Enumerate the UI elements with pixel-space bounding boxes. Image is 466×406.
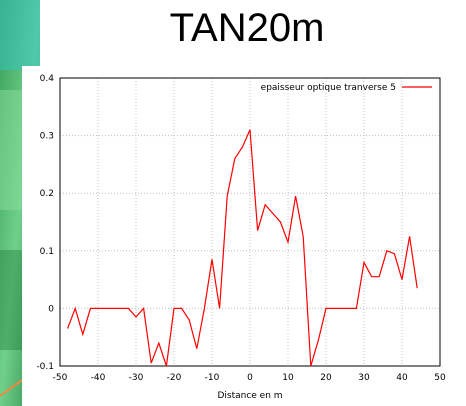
x-tick-label: 10 <box>282 373 294 383</box>
y-axis-ticks: -0.1 0 0.1 0.2 0.3 0.4 <box>36 74 54 372</box>
x-tick-label: -20 <box>167 373 182 383</box>
y-tick-label: -0.1 <box>36 362 54 372</box>
x-tick-label: 20 <box>320 373 332 383</box>
legend: epaisseur optique tranverse 5 <box>261 83 432 93</box>
x-tick-label: 30 <box>358 373 370 383</box>
y-tick-label: 0.3 <box>40 132 54 142</box>
series-line <box>68 130 418 366</box>
x-tick-label: -40 <box>91 373 106 383</box>
x-axis-ticks: -50 -40 -30 -20 -10 0 10 20 30 40 50 <box>53 373 446 383</box>
x-tick-label: 50 <box>434 373 446 383</box>
y-tick-label: 0.1 <box>40 247 54 257</box>
slide-title: TAN20m <box>0 6 466 51</box>
x-tick-label: -10 <box>205 373 220 383</box>
y-tick-label: 0.4 <box>40 74 55 84</box>
legend-label: epaisseur optique tranverse 5 <box>261 83 396 93</box>
y-tick-label: 0 <box>48 304 54 314</box>
x-tick-label: 0 <box>247 373 253 383</box>
chart-panel: -50 -40 -30 -20 -10 0 10 20 30 40 50 -0.1 0 0.1 0.2 0.… <box>22 66 466 406</box>
line-chart: -50 -40 -30 -20 -10 0 10 20 30 40 50 -0.1 0 0.1 0.2 0.… <box>22 66 466 406</box>
x-tick-label: -30 <box>129 373 144 383</box>
x-axis-label: Distance en m <box>217 391 282 401</box>
y-tick-label: 0.2 <box>40 189 54 199</box>
x-tick-label: -50 <box>53 373 68 383</box>
x-tick-label: 40 <box>396 373 408 383</box>
grid <box>60 78 440 366</box>
